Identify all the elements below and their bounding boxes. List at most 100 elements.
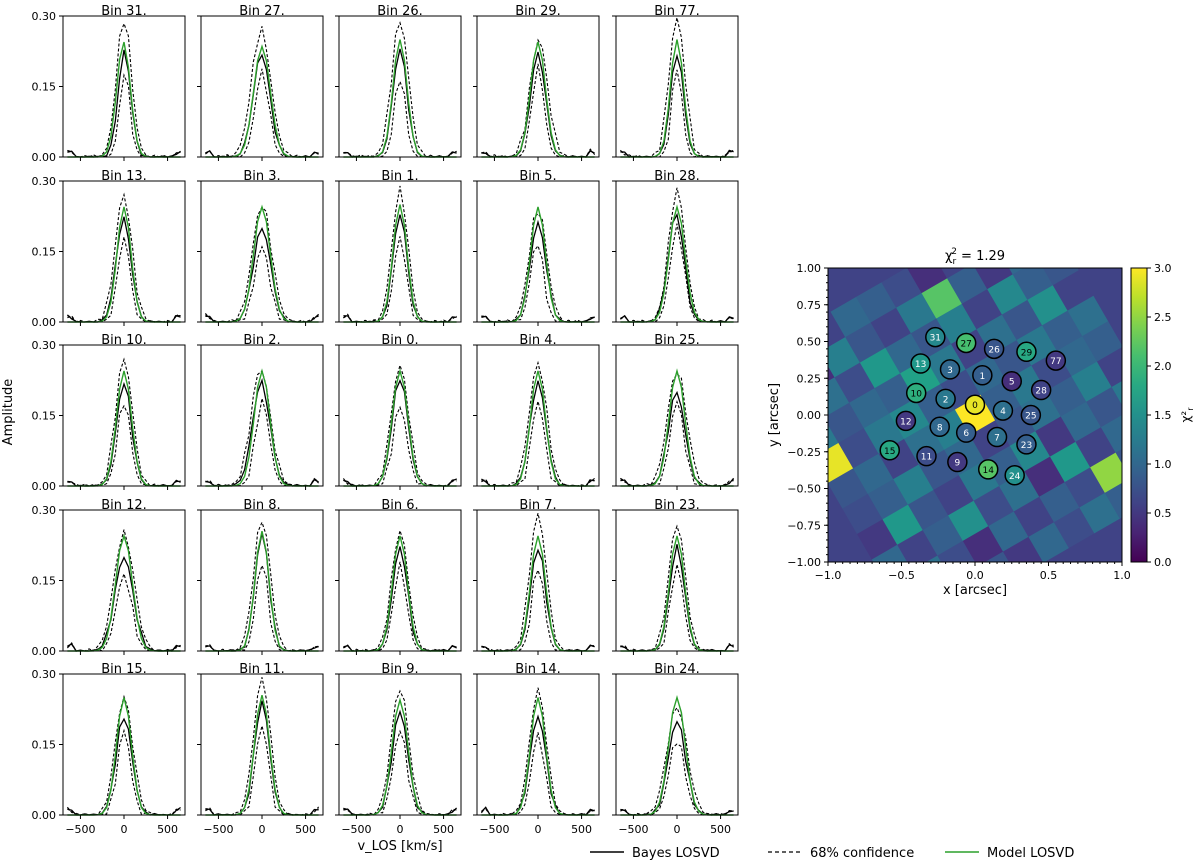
heatmap-cell	[1060, 401, 1102, 443]
panel-title: Bin 25.	[654, 333, 700, 348]
bayes-losvd-line	[343, 709, 458, 816]
bin-circle	[1016, 341, 1037, 363]
map-x-tick-label: 1.0	[1113, 569, 1131, 582]
model-losvd-line	[620, 535, 734, 652]
panel-frame	[62, 15, 186, 158]
heatmap-cell	[933, 474, 975, 516]
losvd-panel: Bin 24. −500 0 500	[612, 662, 739, 836]
model-losvd-line	[343, 368, 457, 487]
confidence-upper-line	[67, 529, 181, 652]
confidence-upper-line	[66, 694, 181, 816]
bin-label: 27	[960, 339, 971, 349]
heatmap-cell	[828, 311, 846, 353]
model-losvd-line	[481, 535, 595, 652]
bayes-losvd-line	[67, 381, 181, 487]
bin-circle	[879, 440, 900, 461]
panel-frame	[615, 15, 739, 158]
heatmap-cell	[1079, 492, 1121, 534]
panel-frame	[200, 15, 324, 158]
heatmap-cell	[1053, 507, 1095, 549]
panel-frame	[62, 344, 186, 487]
heatmap-cell	[1023, 219, 1064, 260]
model-losvd-line	[67, 533, 181, 652]
panel-title: Bin 14.	[515, 662, 561, 677]
heatmap-cell	[973, 485, 1015, 527]
heatmap-cell	[1086, 386, 1122, 428]
confidence-upper-line	[343, 689, 457, 816]
heatmap-cell	[1038, 268, 1079, 286]
x-tick-label: 0	[674, 823, 681, 836]
bayes-losvd-line	[343, 379, 457, 487]
map-y-tick-label: 0.75	[797, 299, 822, 312]
panel-title: Bin 0.	[381, 333, 418, 348]
panel-frame	[338, 673, 462, 816]
model-losvd-line	[343, 535, 457, 652]
confidence-lower-line	[620, 743, 734, 816]
heatmap-cell	[882, 504, 924, 546]
y-tick-label: 0.30	[32, 10, 57, 23]
heatmap-cell	[1002, 536, 1044, 562]
y-tick-label: 0.30	[32, 175, 57, 188]
heatmap-cell	[1075, 426, 1117, 468]
map-title: χr2 = 1.29	[945, 247, 1005, 267]
bin-label: 8	[937, 423, 943, 433]
bin-circle	[1020, 404, 1042, 426]
map-x-tick-label: 0.5	[1040, 569, 1058, 582]
losvd-panel: Bin 2.	[197, 333, 324, 490]
losvd-panel: Bin 31. 0.00 0.15 0.30	[32, 4, 186, 164]
x-tick-label: 500	[433, 823, 454, 836]
bin-circle	[925, 326, 946, 348]
heatmap-cell	[838, 428, 880, 469]
losvd-panel: Bin 29.	[473, 4, 600, 161]
legend-label: Bayes LOSVD	[632, 846, 720, 861]
map-title-sub: r	[952, 257, 956, 267]
colorbar-tick-label: 3.0	[1154, 262, 1172, 275]
bin-marker: 5	[1001, 370, 1022, 392]
confidence-lower-line	[481, 244, 595, 323]
colorbar	[1130, 267, 1148, 563]
panel-title: Bin 29.	[515, 4, 561, 19]
bin-label: 31	[930, 334, 941, 344]
heatmap-cell	[881, 268, 923, 309]
colorbar-tick-label: 2.0	[1154, 360, 1172, 373]
map-y-tick-label: −0.50	[787, 483, 821, 496]
heatmap-cell	[987, 274, 1029, 316]
panel-title: Bin 12.	[101, 498, 147, 513]
legend-label: 68% confidence	[810, 846, 914, 861]
bin-marker: 14	[977, 459, 999, 480]
panel-frame	[476, 180, 600, 323]
confidence-lower-line	[620, 69, 734, 158]
panel-title: Bin 11.	[239, 662, 285, 677]
x-tick-label: 0	[397, 823, 404, 836]
heatmap-cell	[906, 268, 948, 294]
losvd-panel: Bin 8.	[197, 498, 324, 655]
heatmap-cell	[828, 336, 861, 378]
confidence-lower-line	[620, 564, 734, 652]
confidence-lower-line	[343, 729, 457, 816]
confidence-upper-line	[620, 706, 734, 816]
heatmap-cell	[1090, 452, 1122, 494]
bin-marker: 7	[986, 426, 1008, 448]
bin-circle	[986, 426, 1008, 448]
bin-marker: 10	[905, 382, 927, 404]
bayes-losvd-line	[481, 51, 595, 158]
bin-marker: 12	[895, 410, 917, 432]
heatmap-cell	[828, 377, 850, 418]
confidence-upper-line	[481, 212, 595, 323]
y-tick-label: 0.30	[32, 339, 57, 352]
bayes-losvd-line	[620, 390, 735, 487]
heatmap-cell	[1082, 321, 1122, 363]
bin-marker: 0	[964, 394, 986, 415]
heatmap-cell	[947, 268, 988, 305]
confidence-lower-line	[343, 236, 457, 323]
confidence-lower-line	[66, 571, 181, 652]
bin-label: 14	[983, 466, 995, 476]
heatmap-cell	[948, 500, 989, 542]
map-x-tick-label: 0.0	[966, 569, 984, 582]
bin-label: 9	[954, 459, 960, 469]
model-losvd-line	[481, 41, 595, 158]
confidence-lower-line	[205, 563, 319, 652]
bin-marker: 27	[955, 332, 977, 354]
model-losvd-line	[67, 697, 181, 816]
panel-title: Bin 27.	[239, 4, 285, 19]
